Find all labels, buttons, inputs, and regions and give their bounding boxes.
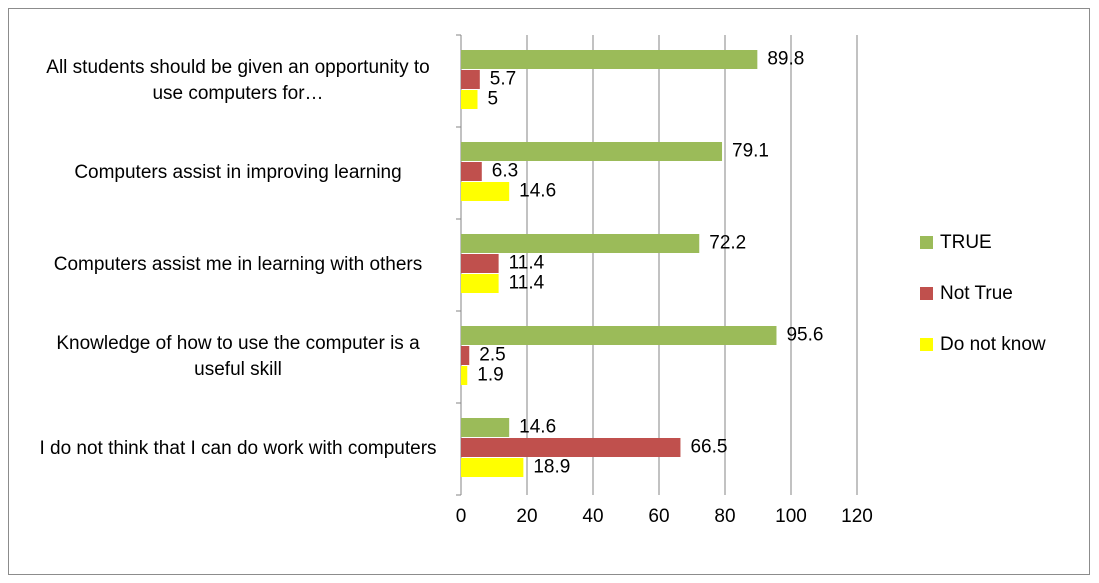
y-tick-label: Computers assist in improving learning xyxy=(74,162,402,183)
bar xyxy=(461,142,723,161)
data-label: 6.3 xyxy=(492,161,518,182)
bar xyxy=(461,438,681,457)
legend-swatch xyxy=(920,338,933,351)
legend-label: Not True xyxy=(940,283,1013,304)
y-tick-label: Knowledge of how to use the computer is … xyxy=(56,333,420,380)
data-label: 66.5 xyxy=(690,437,727,458)
legend-label: Do not know xyxy=(940,334,1046,355)
data-label: 14.6 xyxy=(519,417,556,438)
x-tick-label: 40 xyxy=(582,506,603,527)
data-label: 5.7 xyxy=(490,69,516,90)
x-tick-label: 80 xyxy=(714,506,735,527)
data-label: 72.2 xyxy=(709,233,746,254)
legend-swatch xyxy=(920,236,933,249)
data-label: 89.8 xyxy=(767,49,804,70)
bar xyxy=(461,418,510,437)
x-tick-label: 120 xyxy=(841,506,873,527)
bar xyxy=(461,326,777,345)
bar xyxy=(461,90,478,109)
bar xyxy=(461,182,510,201)
bar xyxy=(461,162,482,181)
data-label: 79.1 xyxy=(732,141,769,162)
y-tick-label: I do not think that I can do work with c… xyxy=(39,438,437,459)
x-tick-label: 0 xyxy=(456,506,467,527)
data-label: 11.4 xyxy=(509,253,545,274)
data-label: 14.6 xyxy=(519,181,556,202)
data-label: 18.9 xyxy=(533,457,570,478)
chart-border xyxy=(8,8,1090,575)
x-tick-label: 60 xyxy=(648,506,669,527)
bar xyxy=(461,346,470,365)
data-label: 5 xyxy=(488,89,499,110)
y-tick-label: Computers assist me in learning with oth… xyxy=(53,254,423,275)
bar xyxy=(461,234,700,253)
data-label: 11.4 xyxy=(509,273,545,294)
data-label: 95.6 xyxy=(786,325,823,346)
data-label: 1.9 xyxy=(477,365,503,386)
x-tick-label: 20 xyxy=(516,506,537,527)
bar xyxy=(461,458,524,477)
bar xyxy=(461,50,758,69)
legend-swatch xyxy=(920,287,933,300)
x-tick-label: 100 xyxy=(775,506,807,527)
legend-label: TRUE xyxy=(940,232,992,253)
y-tick-label: All students should be given an opportun… xyxy=(46,57,430,104)
bar xyxy=(461,70,480,89)
bar xyxy=(461,366,468,385)
bar xyxy=(461,254,499,273)
bar xyxy=(461,274,499,293)
data-label: 2.5 xyxy=(479,345,505,366)
